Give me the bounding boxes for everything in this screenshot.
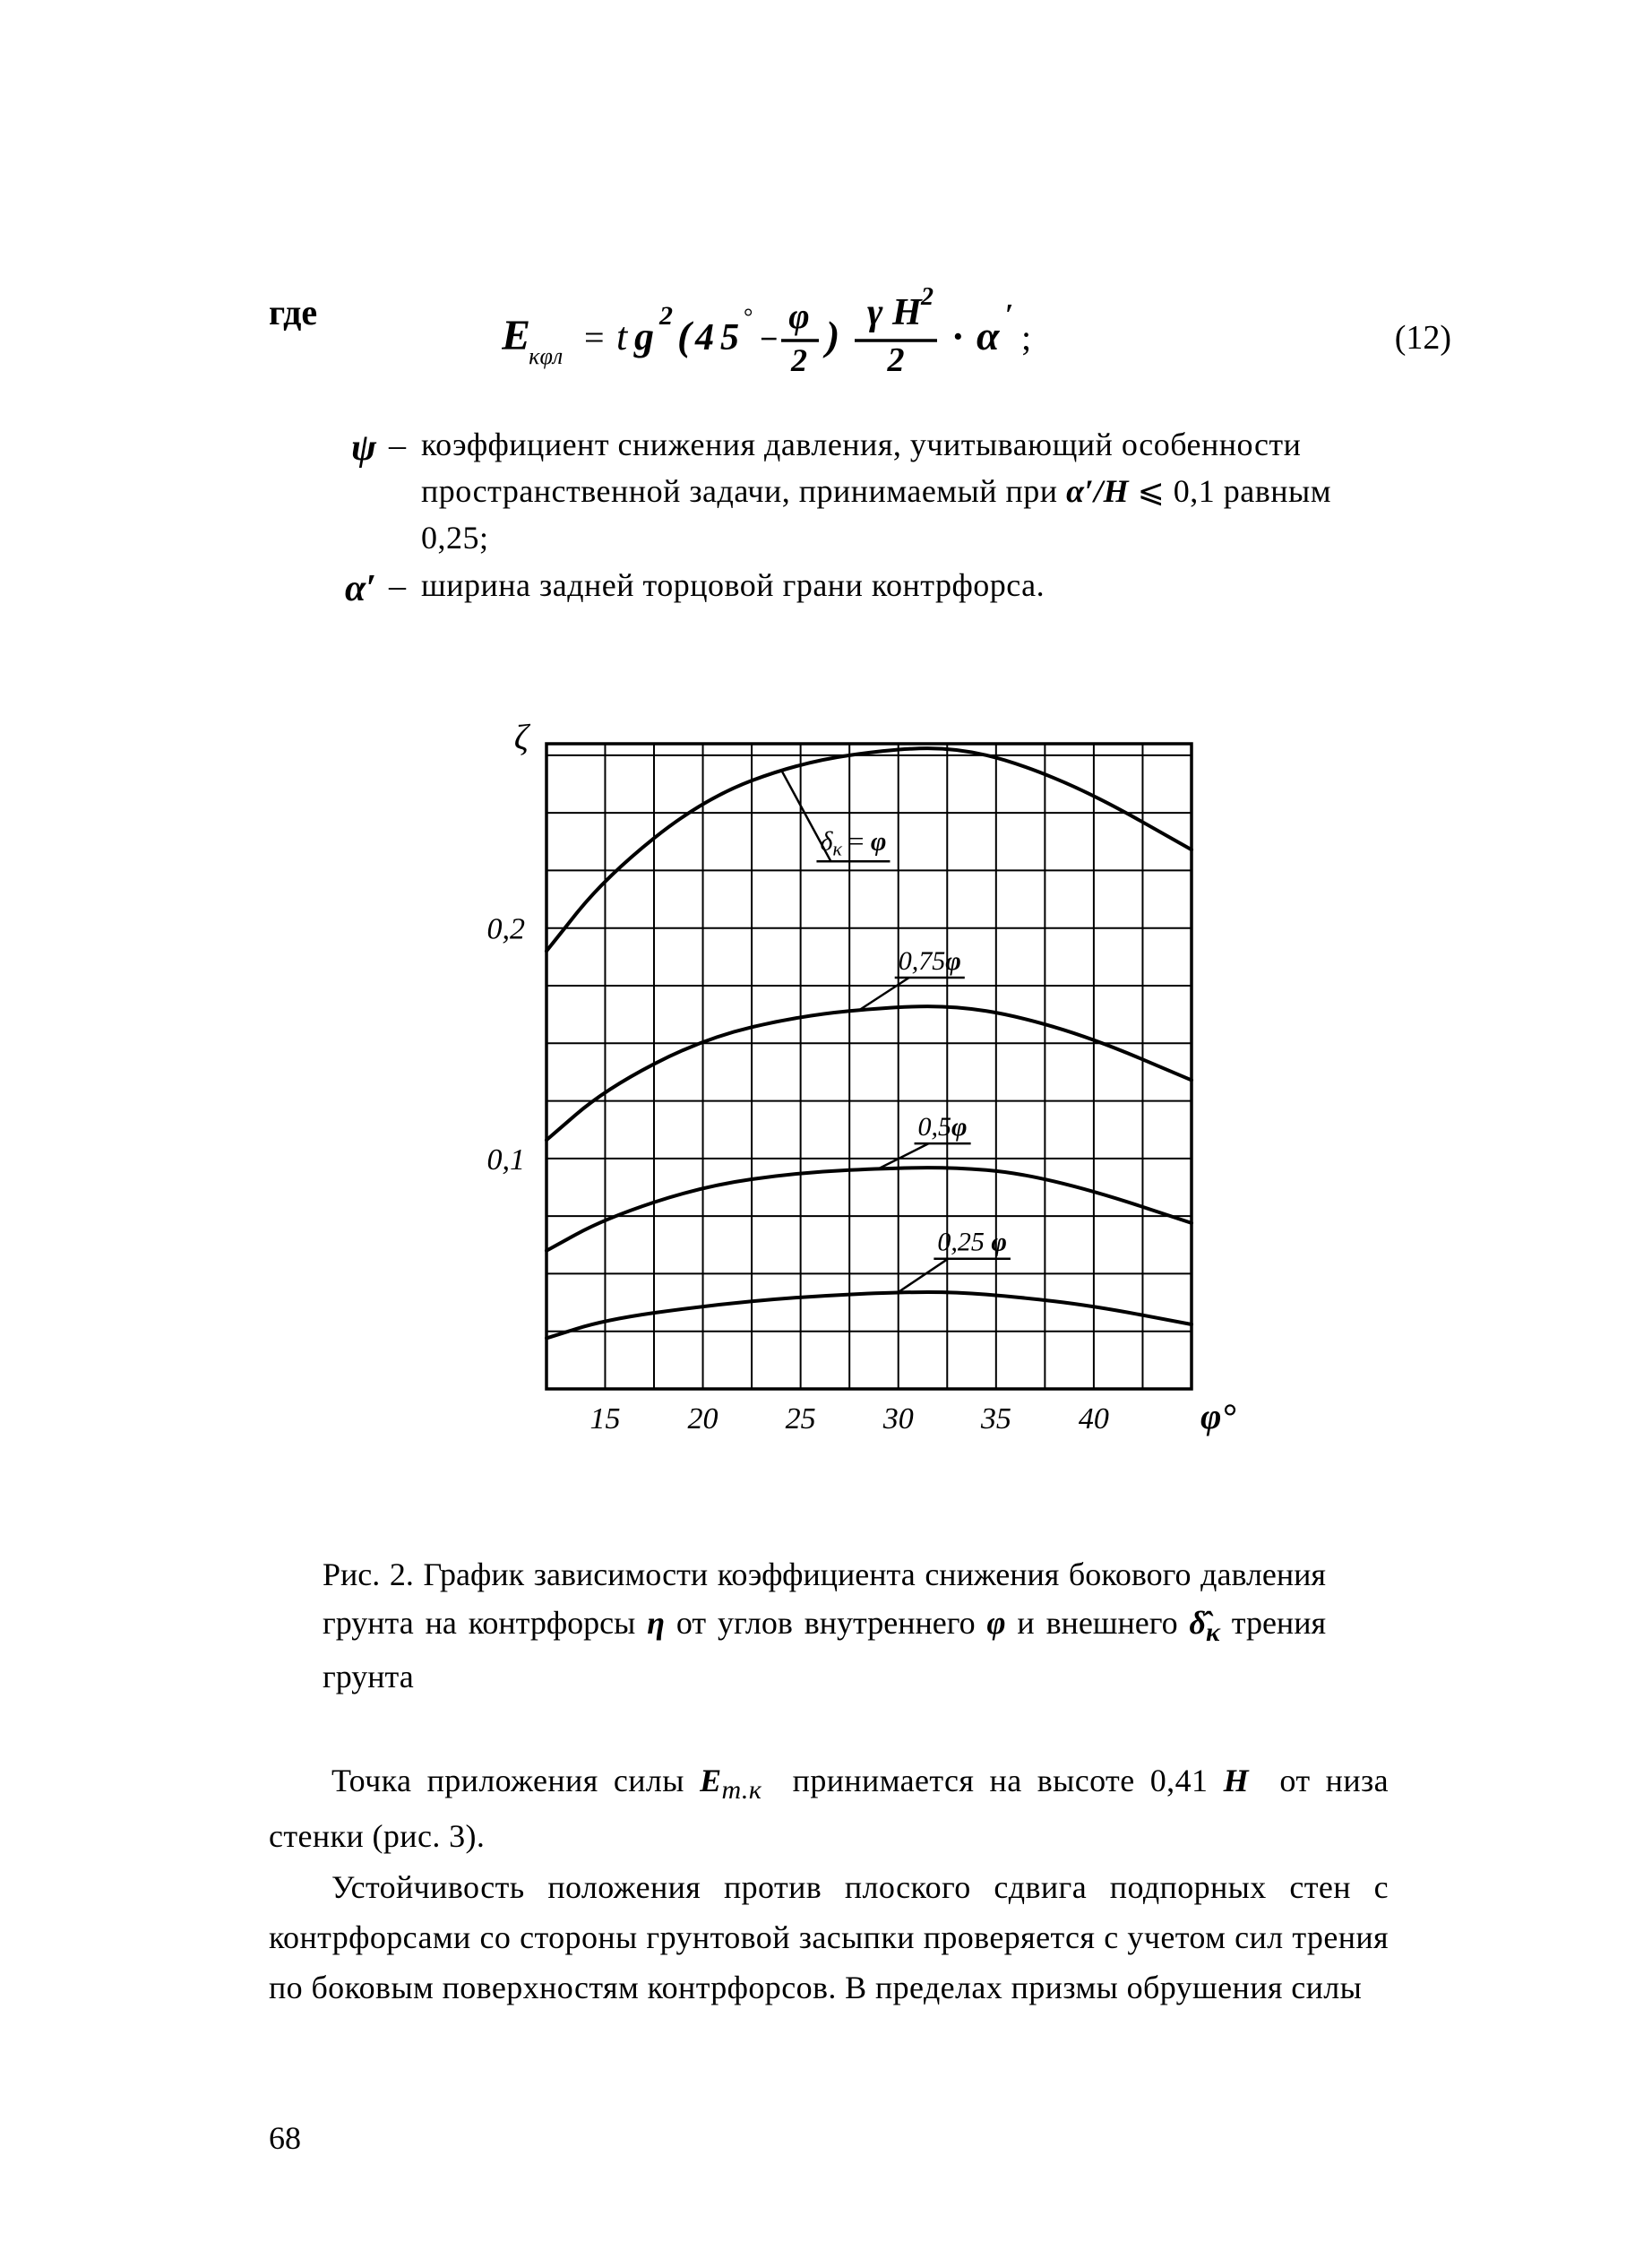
equation-row: Eκφл=tg2(45°−φ2)γH22·α′; (12) — [502, 278, 1487, 403]
equation-number: (12) — [1395, 314, 1451, 363]
svg-text:15: 15 — [589, 1402, 620, 1436]
definition-row: α′–ширина задней торцовой грани контрфор… — [269, 562, 1398, 616]
body-paragraph: Точка приложения силы Eт.к принимается н… — [269, 1756, 1389, 1861]
svg-text:φ°: φ° — [1200, 1396, 1235, 1436]
definition-text: ширина задней торцовой грани контрфорса. — [421, 562, 1398, 608]
chart-svg: 15 20 25 30 35 40 0,1 0,2 ζ φ° δκ = φ 0,75φ 0,5φ 0,25… — [412, 708, 1272, 1487]
definition-dash: – — [389, 421, 421, 470]
svg-text:φ: φ — [788, 296, 809, 336]
svg-text:α: α — [977, 313, 1001, 358]
svg-text:g: g — [633, 315, 654, 358]
svg-text:2: 2 — [790, 342, 807, 378]
svg-text:°: ° — [744, 304, 753, 330]
svg-text:γ: γ — [867, 292, 883, 333]
svg-text:20: 20 — [688, 1402, 718, 1436]
svg-text:ζ: ζ — [514, 717, 531, 757]
svg-text:t: t — [616, 315, 629, 358]
where-label: где — [269, 287, 317, 339]
svg-text:δκ = φ: δκ = φ — [820, 826, 886, 859]
svg-text:4: 4 — [694, 317, 714, 358]
definition-symbol: α′ — [269, 562, 389, 616]
body-text: Точка приложения силы Eт.к принимается н… — [269, 1756, 1389, 2015]
definition-row: ψ–коэффициент снижения давления, учитыва… — [269, 421, 1398, 562]
svg-text:35: 35 — [980, 1402, 1011, 1436]
definition-dash: – — [389, 562, 421, 611]
page-number: 68 — [269, 2115, 301, 2161]
svg-text:=: = — [584, 317, 605, 358]
svg-text:κφл: κφл — [529, 343, 563, 369]
svg-text:;: ; — [1021, 317, 1031, 358]
svg-text:2: 2 — [920, 283, 934, 311]
equation-svg: Eκφл=tg2(45°−φ2)γH22·α′; — [502, 278, 1308, 403]
svg-text:2: 2 — [887, 341, 905, 379]
svg-text:0,75φ: 0,75φ — [899, 946, 961, 976]
svg-text:H: H — [891, 292, 923, 333]
figure-caption: Рис. 2. График зависимости коэффициента … — [323, 1550, 1326, 1701]
svg-text:2: 2 — [658, 301, 673, 331]
definition-symbol: ψ — [269, 421, 389, 476]
svg-text:40: 40 — [1079, 1402, 1109, 1436]
svg-text:0,5φ: 0,5φ — [918, 1112, 968, 1142]
svg-text:0,2: 0,2 — [487, 913, 526, 946]
svg-text:′: ′ — [1005, 298, 1014, 332]
svg-text:0,1: 0,1 — [487, 1143, 526, 1177]
svg-text:25: 25 — [786, 1402, 816, 1436]
svg-text:0,25 φ: 0,25 φ — [937, 1228, 1007, 1257]
svg-text:E: E — [502, 312, 530, 359]
definition-text: коэффициент снижения давления, учитывающ… — [421, 421, 1398, 562]
svg-text:−: − — [760, 321, 779, 357]
body-paragraph: Устойчивость положения против плоского с… — [269, 1863, 1389, 2013]
svg-text:(: ( — [677, 313, 694, 358]
svg-text:30: 30 — [882, 1402, 914, 1436]
definitions-list: ψ–коэффициент снижения давления, учитыва… — [269, 421, 1398, 616]
chart: 15 20 25 30 35 40 0,1 0,2 ζ φ° δκ = φ 0,75φ 0,5φ 0,25… — [412, 708, 1272, 1487]
svg-text:): ) — [822, 313, 839, 358]
svg-text:5: 5 — [720, 317, 739, 358]
svg-text:·: · — [951, 315, 965, 358]
